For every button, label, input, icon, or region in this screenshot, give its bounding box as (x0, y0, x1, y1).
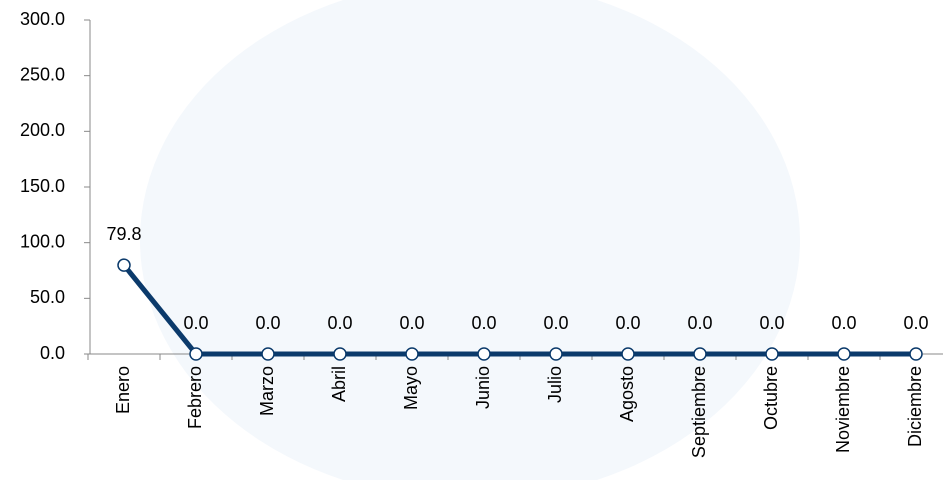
marker (909, 347, 923, 361)
x-tick-label: Enero (113, 366, 133, 414)
data-label: 0.0 (471, 313, 496, 333)
marker (333, 347, 347, 361)
data-label: 0.0 (615, 313, 640, 333)
x-tick-label: Abril (329, 366, 349, 402)
marker (189, 347, 203, 361)
y-tick-label: 150.0 (20, 176, 65, 196)
data-label: 0.0 (327, 313, 352, 333)
marker (765, 347, 779, 361)
y-tick-label: 100.0 (20, 231, 65, 251)
marker (621, 347, 635, 361)
marker (261, 347, 275, 361)
marker (405, 347, 419, 361)
data-label: 79.8 (106, 224, 141, 244)
data-label: 0.0 (831, 313, 856, 333)
marker (477, 347, 491, 361)
data-label: 0.0 (759, 313, 784, 333)
marker (837, 347, 851, 361)
data-label: 0.0 (183, 313, 208, 333)
x-tick-label: Noviembre (833, 366, 853, 453)
data-label: 0.0 (399, 313, 424, 333)
marker (117, 258, 131, 272)
x-tick-label: Junio (473, 366, 493, 409)
line (122, 263, 916, 357)
y-tick-label: 250.0 (20, 64, 65, 84)
x-tick-label: Marzo (257, 366, 277, 416)
x-tick-label: Mayo (401, 366, 421, 410)
x-tick-label: Julio (545, 366, 565, 403)
data-label: 0.0 (543, 313, 568, 333)
x-tick-label: Octubre (761, 366, 781, 430)
x-tick-label: Septiembre (689, 366, 709, 458)
x-tick-label: Agosto (617, 366, 637, 422)
marker (549, 347, 563, 361)
data-label: 0.0 (255, 313, 280, 333)
x-tick-label: Diciembre (905, 366, 925, 447)
x-tick-label: Febrero (185, 366, 205, 429)
watermark (140, 0, 800, 480)
data-label: 0.0 (687, 313, 712, 333)
y-tick-label: 300.0 (20, 9, 65, 29)
marker (693, 347, 707, 361)
y-tick-label: 200.0 (20, 120, 65, 140)
y-tick-label: 0.0 (40, 343, 65, 363)
y-tick-label: 50.0 (30, 287, 65, 307)
data-label: 0.0 (903, 313, 928, 333)
